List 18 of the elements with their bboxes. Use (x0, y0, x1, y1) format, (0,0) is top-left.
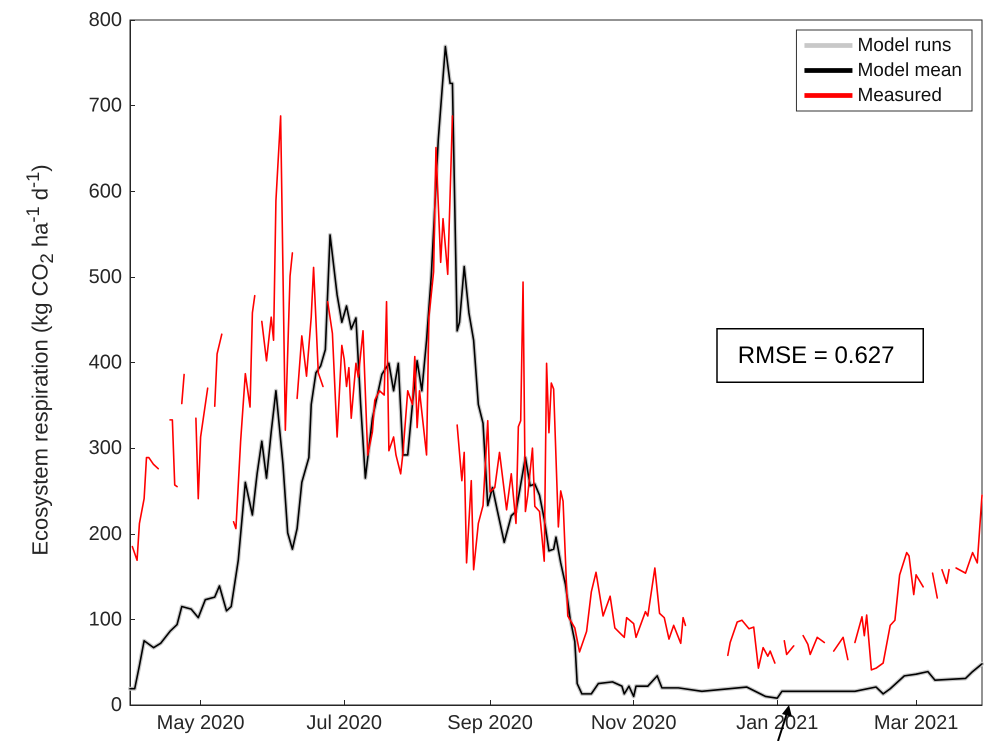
annotation: RMSE = 0.627 (738, 342, 894, 369)
y-tick-label: 700 (88, 94, 122, 117)
x-tick-label: Nov 2020 (590, 712, 676, 734)
y-tick-label: 400 (88, 352, 122, 374)
y-tick-label: 100 (88, 608, 122, 630)
y-tick-label: 300 (88, 437, 122, 460)
x-tick-label: Jul 2020 (306, 712, 382, 734)
legend-label: Measured (857, 85, 942, 106)
legend-label: Model runs (857, 35, 952, 56)
x-tick-label: May 2020 (156, 712, 245, 734)
legend-label: Model mean (857, 60, 962, 81)
y-tick-label: 800 (88, 9, 122, 31)
y-tick-label: 0 (110, 694, 122, 716)
x-tick-label: Sep 2020 (447, 712, 533, 734)
y-tick-label: 500 (88, 266, 122, 288)
y-tick-label: 200 (88, 522, 122, 545)
x-tick-label: Mar 2021 (874, 712, 958, 734)
y-tick-label: 600 (88, 180, 122, 202)
